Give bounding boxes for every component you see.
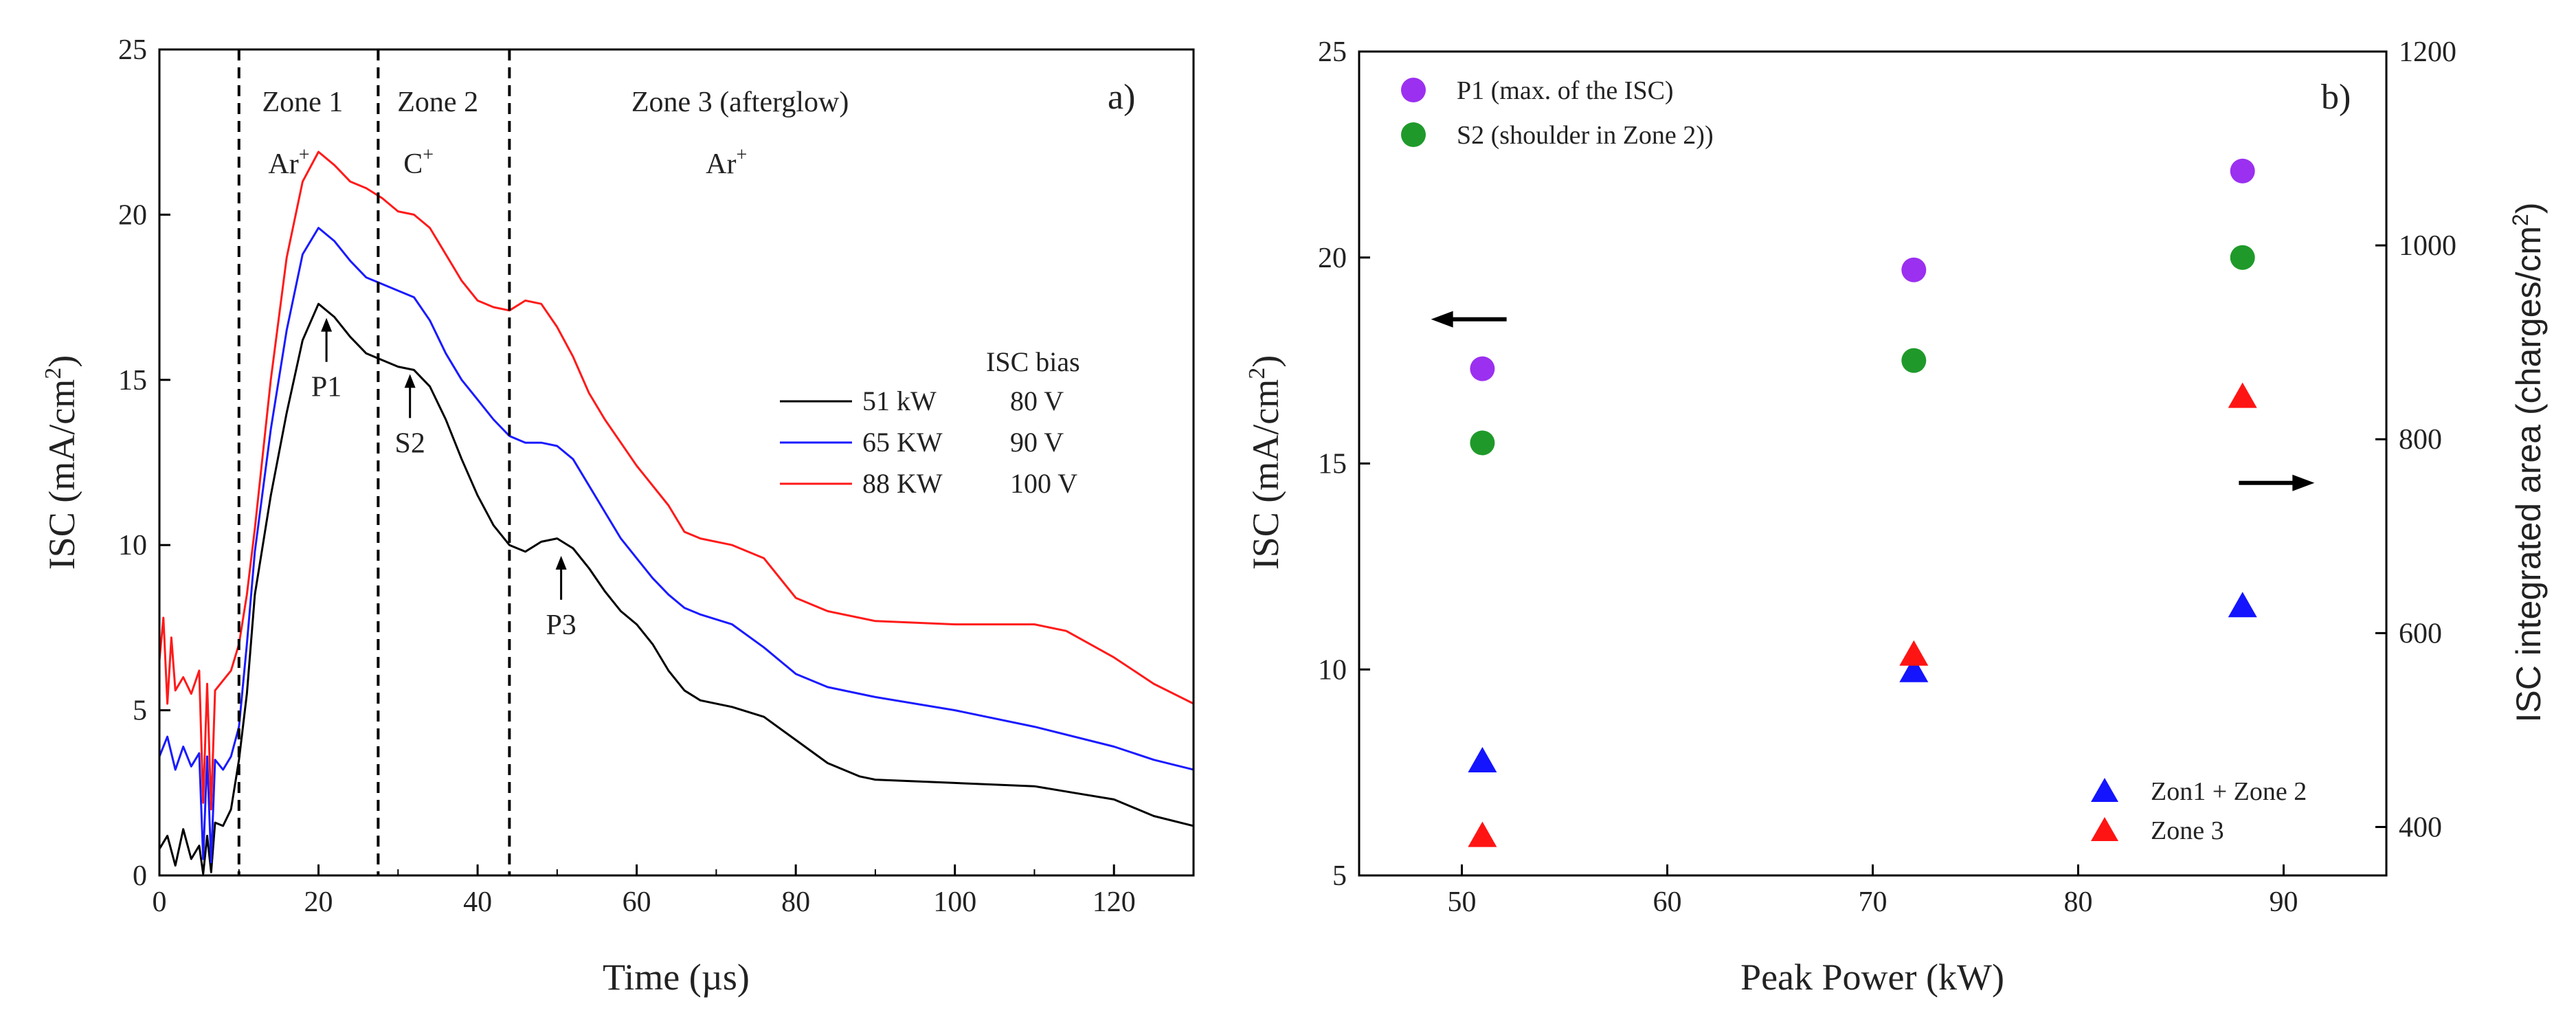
x-tick-label: 0 (153, 886, 167, 918)
annotation-arrow-head (555, 555, 567, 570)
y-tick-label: 10 (118, 530, 147, 561)
legend-bias: 90 V (1010, 427, 1064, 458)
legend-title: ISC bias (986, 346, 1080, 377)
y-left-tick-label: 15 (1318, 449, 1347, 480)
legend-b-bottom: Zon1 + Zone 2 Zone 3 (2091, 777, 2307, 845)
axis-direction-arrows (1431, 311, 2315, 491)
ticks-b: 50 60 70 80 90 5 10 15 20 25 400 600 800 1000 1200 (1318, 36, 2456, 918)
x-tick-label: 90 (2270, 886, 2298, 918)
marker-p1-max-of-the-isc (1470, 356, 1495, 381)
zone-ion-label: Ar+ (706, 144, 747, 180)
x-tick-label: 60 (623, 886, 651, 918)
y-right-tick-label: 1200 (2399, 36, 2456, 68)
x-tick-label: 50 (1448, 886, 1477, 918)
panel-label-b: b) (2321, 78, 2351, 117)
x-axis-title-b: Peak Power (kW) (1740, 957, 2004, 998)
annotation-label: P3 (546, 610, 576, 641)
x-tick-label: 100 (933, 886, 976, 918)
legend-entry: 88 KW 100 V (780, 468, 1077, 499)
marker-zon1-zone-2 (1899, 656, 1929, 682)
marker-zone-3 (2228, 382, 2257, 408)
y-left-tick-label: 10 (1318, 654, 1347, 686)
x-axis-title-a: Time (µs) (603, 957, 750, 998)
y-right-tick-label: 400 (2399, 812, 2442, 843)
y-tick-label: 5 (133, 695, 147, 727)
legend-marker-p1 (1401, 78, 1426, 102)
legend-power: 88 KW (862, 468, 943, 499)
zone-label: Zone 1 (262, 87, 343, 118)
y-tick-label: 15 (118, 365, 147, 396)
x-tick-label: 120 (1093, 886, 1136, 918)
zone-ion-label: C+ (403, 144, 434, 180)
legend-bias: 100 V (1010, 468, 1077, 499)
annotation-label: P1 (311, 372, 341, 403)
y-tick-label: 20 (118, 199, 147, 231)
marker-p1-max-of-the-isc (1901, 257, 1927, 282)
right-axis-arrow-head (2292, 474, 2315, 491)
y-axis-title-a: ISC (mA/cm2) (41, 355, 82, 570)
marker-zone-3 (1468, 821, 1497, 847)
x-tick-label: 70 (1859, 886, 1888, 918)
legend-b-top: P1 (max. of the ISC) S2 (shoulder in Zon… (1401, 76, 1714, 150)
x-tick-label: 80 (781, 886, 810, 918)
x-tick-label: 40 (463, 886, 492, 918)
marker-s2-shoulder-in-zone-2 (1901, 348, 1927, 373)
curves-group (158, 150, 1194, 875)
annotation-arrow-head (321, 317, 333, 332)
marker-zone-3 (1899, 640, 1929, 666)
legend-power: 51 kW (862, 385, 937, 416)
y-left-tick-label: 25 (1318, 36, 1347, 68)
zone-divider-lines (237, 49, 511, 875)
annotation-label: S2 (394, 427, 425, 459)
zone-labels: Zone 1 Ar+ Zone 2 C+ Zone 3 (afterglow) Ar+ (262, 87, 849, 180)
peak-annotations: P1 S2 P3 (311, 317, 576, 641)
legend-bias: 80 V (1010, 385, 1064, 416)
scatter-markers (1468, 158, 2257, 847)
y-left-tick-label: 5 (1332, 860, 1347, 892)
legend-power: 65 KW (862, 427, 943, 458)
series-line-51-kw (158, 302, 1194, 875)
plot-frame-a (158, 48, 1195, 877)
legend-marker-s2 (1401, 122, 1426, 147)
legend-marker-zone3 (2091, 817, 2118, 841)
x-tick-label: 60 (1653, 886, 1682, 918)
zone-ion-label: Ar+ (268, 144, 309, 180)
y-left-tick-label: 20 (1318, 243, 1347, 274)
x-tick-label: 20 (304, 886, 333, 918)
y-right-tick-label: 1000 (2399, 230, 2456, 262)
y-right-tick-label: 600 (2399, 618, 2442, 649)
zone-label: Zone 2 (397, 87, 478, 118)
panel-label-a: a) (1108, 78, 1135, 117)
legend-entry: 51 kW 80 V (780, 385, 1064, 416)
legend-a: ISC bias 51 kW 80 V 65 KW 90 V 88 KW 100… (780, 346, 1080, 499)
series-line-88-kw (158, 150, 1194, 811)
legend-label-zone12: Zon1 + Zone 2 (2151, 777, 2307, 806)
legend-label-p1: P1 (max. of the ISC) (1457, 76, 1674, 105)
legend-label-zone3: Zone 3 (2151, 816, 2224, 845)
y-axis-title-right-b: ISC integrated area (charges/cm2) (2508, 202, 2548, 722)
annotation-arrow-head (404, 374, 416, 388)
marker-p1-max-of-the-isc (2230, 158, 2255, 183)
legend-entry: 65 KW 90 V (780, 427, 1064, 458)
y-tick-label: 0 (133, 860, 147, 892)
marker-s2-shoulder-in-zone-2 (1470, 430, 1495, 456)
marker-zon1-zone-2 (2228, 592, 2257, 618)
marker-zon1-zone-2 (1468, 746, 1497, 772)
marker-s2-shoulder-in-zone-2 (2230, 245, 2255, 270)
x-tick-label: 80 (2064, 886, 2093, 918)
y-axis-title-left-b: ISC (mA/cm2) (1244, 355, 1286, 570)
y-tick-label: 25 (118, 34, 147, 66)
legend-marker-zone12 (2091, 778, 2118, 802)
zone-label: Zone 3 (afterglow) (631, 87, 849, 118)
y-right-tick-label: 800 (2399, 424, 2442, 456)
series-line-65-kw (158, 227, 1194, 864)
left-axis-arrow-head (1431, 311, 1453, 328)
legend-label-s2: S2 (shoulder in Zone 2)) (1457, 121, 1714, 150)
ticks-a: 0 20 40 60 80 100 120 0 5 10 15 20 25 (118, 34, 1136, 918)
